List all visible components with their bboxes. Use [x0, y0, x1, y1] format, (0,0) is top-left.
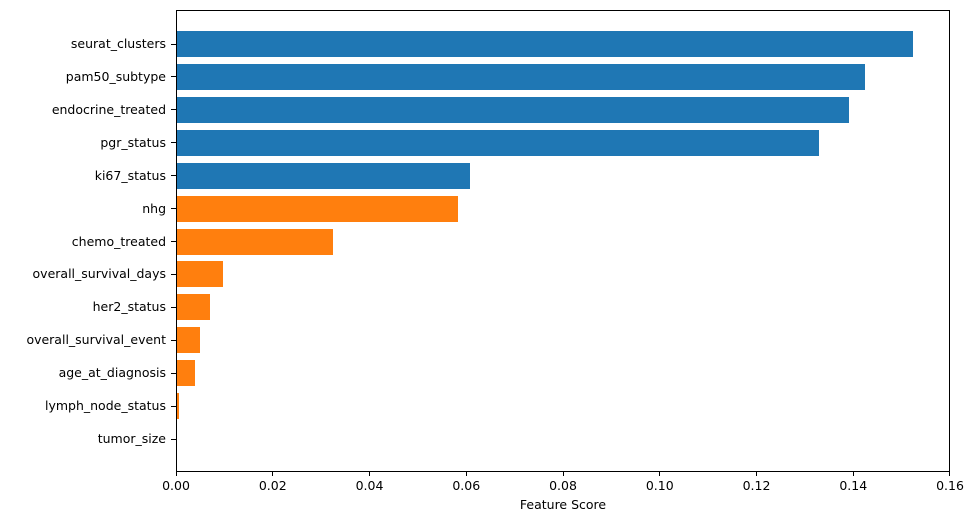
y-tick-label: lymph_node_status	[44, 398, 166, 414]
x-tick-mark	[659, 472, 661, 476]
x-tick-label: 0.14	[839, 478, 868, 493]
x-tick-label: 0.08	[549, 478, 577, 493]
x-tick-mark	[272, 472, 274, 476]
x-tick-label: 0.12	[742, 478, 771, 493]
x-tick-label: 0.06	[452, 478, 481, 493]
y-tick-mark	[171, 273, 176, 275]
y-tick-mark	[171, 76, 176, 78]
x-tick-label: 0.02	[258, 478, 287, 493]
y-tick-label: overall_survival_days	[32, 266, 166, 282]
x-tick-mark	[756, 472, 757, 476]
y-tick-label: pgr_status	[100, 134, 166, 150]
x-tick-label: 0.04	[355, 478, 384, 493]
y-tick-label: her2_status	[92, 299, 166, 315]
y-tick-label: endocrine_treated	[51, 101, 166, 117]
bar-chemo_treated	[177, 228, 333, 255]
bar-ki67_status	[177, 162, 470, 189]
y-tick-mark	[171, 339, 176, 341]
bar-lymph_node_status	[177, 393, 179, 420]
x-tick-mark	[562, 472, 564, 476]
x-axis-label: Feature Score	[519, 497, 607, 512]
x-tick-mark	[852, 472, 854, 476]
y-tick-mark	[171, 208, 176, 210]
x-tick-label: 0.16	[936, 478, 964, 493]
y-tick-mark	[171, 109, 176, 111]
x-tick-mark	[948, 472, 950, 476]
x-tick-mark	[175, 472, 177, 476]
y-tick-label: pam50_subtype	[65, 68, 166, 84]
bar-overall_survival_event	[177, 327, 200, 354]
y-tick-mark	[171, 405, 176, 407]
y-tick-mark	[171, 438, 176, 440]
y-tick-label: ki67_status	[94, 167, 166, 183]
x-tick-mark	[369, 472, 370, 476]
bar-pam50_subtype	[177, 63, 865, 90]
bar-pgr_status	[177, 129, 819, 156]
bar-age_at_diagnosis	[177, 360, 196, 387]
x-tick-label: 0.00	[162, 478, 190, 493]
y-tick-label: overall_survival_event	[26, 332, 166, 348]
y-tick-mark	[171, 142, 176, 144]
y-tick-mark	[171, 241, 176, 243]
bar-nhg	[177, 195, 458, 222]
y-tick-label: chemo_treated	[71, 233, 166, 249]
y-tick-mark	[171, 175, 176, 177]
y-tick-label: seurat_clusters	[70, 36, 166, 51]
y-tick-mark	[171, 43, 176, 45]
y-tick-mark	[171, 306, 176, 308]
bar-her2_status	[177, 294, 211, 321]
y-tick-label: age_at_diagnosis	[58, 365, 166, 381]
y-tick-label: nhg	[142, 200, 166, 216]
bar-overall_survival_days	[177, 261, 224, 288]
y-tick-label: tumor_size	[97, 431, 166, 447]
y-tick-mark	[171, 372, 176, 374]
bar-endocrine_treated	[177, 96, 850, 123]
x-tick-mark	[465, 472, 467, 476]
x-tick-label: 0.10	[645, 478, 674, 493]
bar-seurat_clusters	[177, 31, 913, 57]
